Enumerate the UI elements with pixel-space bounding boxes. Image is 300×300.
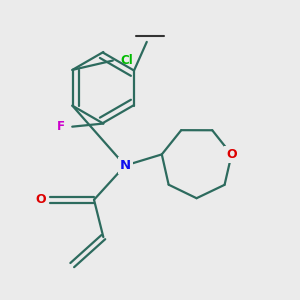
Text: F: F <box>56 120 64 133</box>
Text: O: O <box>226 148 237 161</box>
Text: Cl: Cl <box>120 54 133 67</box>
Text: O: O <box>36 193 46 206</box>
Text: N: N <box>120 159 131 172</box>
